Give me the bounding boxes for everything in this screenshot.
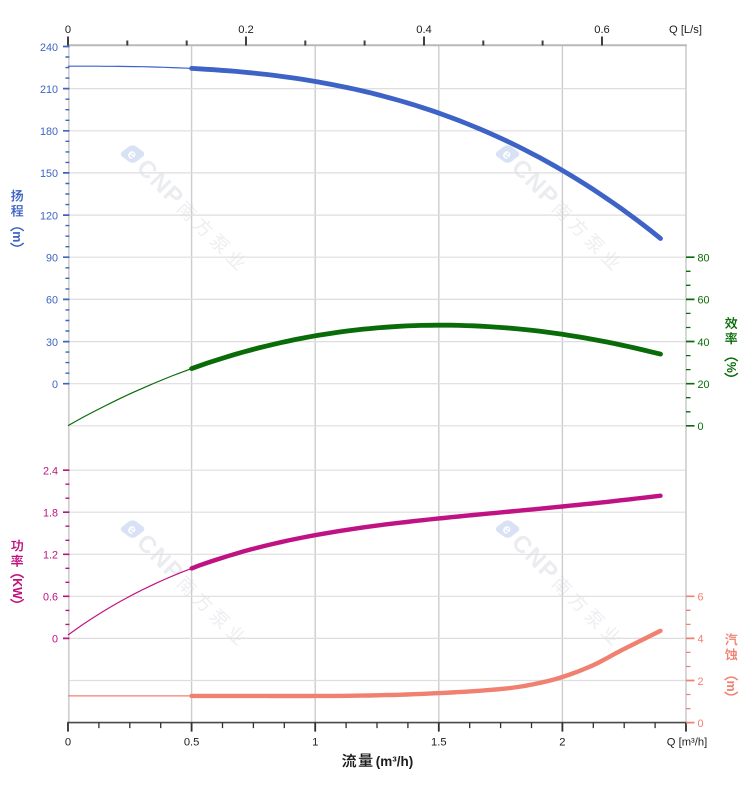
svg-text:2.4: 2.4	[43, 466, 58, 478]
svg-text:m: m	[10, 231, 24, 242]
svg-text:0: 0	[52, 634, 58, 646]
svg-text:240: 240	[40, 42, 58, 54]
svg-text:%: %	[724, 362, 738, 373]
svg-text:90: 90	[46, 253, 58, 265]
svg-text:Q [L/s]: Q [L/s]	[669, 24, 702, 36]
svg-text:0: 0	[65, 24, 71, 36]
svg-text:m: m	[724, 680, 738, 691]
svg-text:(m³/h): (m³/h)	[376, 754, 414, 769]
svg-text:150: 150	[40, 168, 58, 180]
svg-text:60: 60	[698, 295, 710, 307]
svg-text:0.6: 0.6	[594, 24, 610, 36]
svg-text:1.5: 1.5	[431, 736, 447, 748]
svg-text:KW: KW	[10, 578, 24, 599]
svg-text:2: 2	[698, 676, 704, 688]
svg-text:20: 20	[698, 379, 710, 391]
svg-text:80: 80	[698, 253, 710, 265]
svg-text:0.5: 0.5	[184, 736, 200, 748]
svg-text:0: 0	[698, 421, 704, 433]
svg-text:60: 60	[46, 295, 58, 307]
svg-text:120: 120	[40, 210, 58, 222]
svg-text:0: 0	[52, 379, 58, 391]
svg-text:6: 6	[698, 592, 704, 604]
svg-text:0: 0	[698, 718, 704, 730]
svg-text:0.4: 0.4	[416, 24, 432, 36]
svg-text:30: 30	[46, 337, 58, 349]
svg-text:0.2: 0.2	[238, 24, 254, 36]
svg-text:Q [m³/h]: Q [m³/h]	[667, 736, 707, 748]
svg-text:210: 210	[40, 84, 58, 96]
svg-text:2: 2	[559, 736, 565, 748]
svg-text:4: 4	[698, 634, 704, 646]
svg-text:1.8: 1.8	[43, 508, 58, 520]
svg-text:1: 1	[312, 736, 318, 748]
svg-text:40: 40	[698, 337, 710, 349]
svg-text:0: 0	[65, 736, 71, 748]
svg-text:0.6: 0.6	[43, 592, 58, 604]
svg-text:1.2: 1.2	[43, 550, 58, 562]
svg-text:180: 180	[40, 126, 58, 138]
